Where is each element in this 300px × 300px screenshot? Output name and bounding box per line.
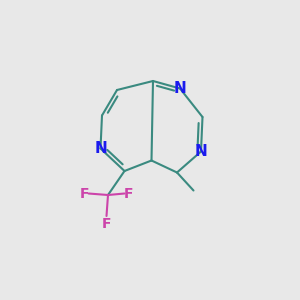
Text: F: F	[102, 217, 111, 230]
Text: N: N	[174, 81, 186, 96]
Text: F: F	[80, 187, 90, 200]
Text: N: N	[94, 141, 107, 156]
Text: N: N	[195, 144, 207, 159]
Text: F: F	[123, 187, 133, 200]
